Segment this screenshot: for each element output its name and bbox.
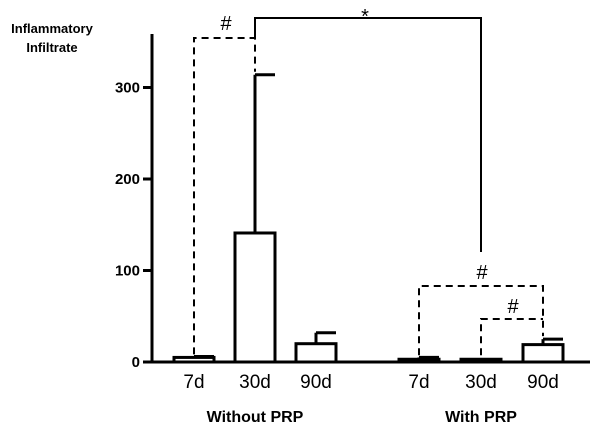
- y-tick-label: 100: [115, 263, 140, 280]
- bar: [294, 342, 338, 364]
- group-label: With PRP: [445, 409, 517, 426]
- bar: [521, 343, 565, 364]
- category-label: 7d: [183, 372, 204, 393]
- significance-bracket: [418, 285, 544, 356]
- significance-bracket: [254, 17, 482, 252]
- bars: [172, 73, 565, 364]
- category-label: 90d: [300, 372, 332, 393]
- category-label: 90d: [527, 372, 559, 393]
- y-tick-label: 200: [115, 171, 140, 188]
- significance-brackets: # * # #: [193, 6, 544, 356]
- significance-symbol: #: [476, 262, 488, 284]
- category-label: 30d: [465, 372, 497, 393]
- y-tick-label: 300: [115, 80, 140, 97]
- y-axis-label-line-1: Inflammatory: [11, 21, 93, 36]
- significance-symbol: #: [220, 13, 232, 35]
- y-ticks: 0 100 200 300: [115, 80, 152, 371]
- significance-symbol: #: [507, 296, 519, 318]
- bar: [172, 355, 216, 364]
- significance-bracket: [480, 318, 543, 356]
- bar: [233, 231, 277, 364]
- y-tick-label: 0: [132, 354, 140, 371]
- group-label: Without PRP: [207, 409, 304, 426]
- bar: [459, 357, 503, 364]
- category-label: 30d: [239, 372, 271, 393]
- significance-bracket: [193, 37, 256, 355]
- bar: [397, 357, 441, 364]
- significance-symbol: *: [361, 6, 369, 28]
- category-label: 7d: [408, 372, 429, 393]
- y-axis-label-line-2: Infiltrate: [26, 40, 77, 55]
